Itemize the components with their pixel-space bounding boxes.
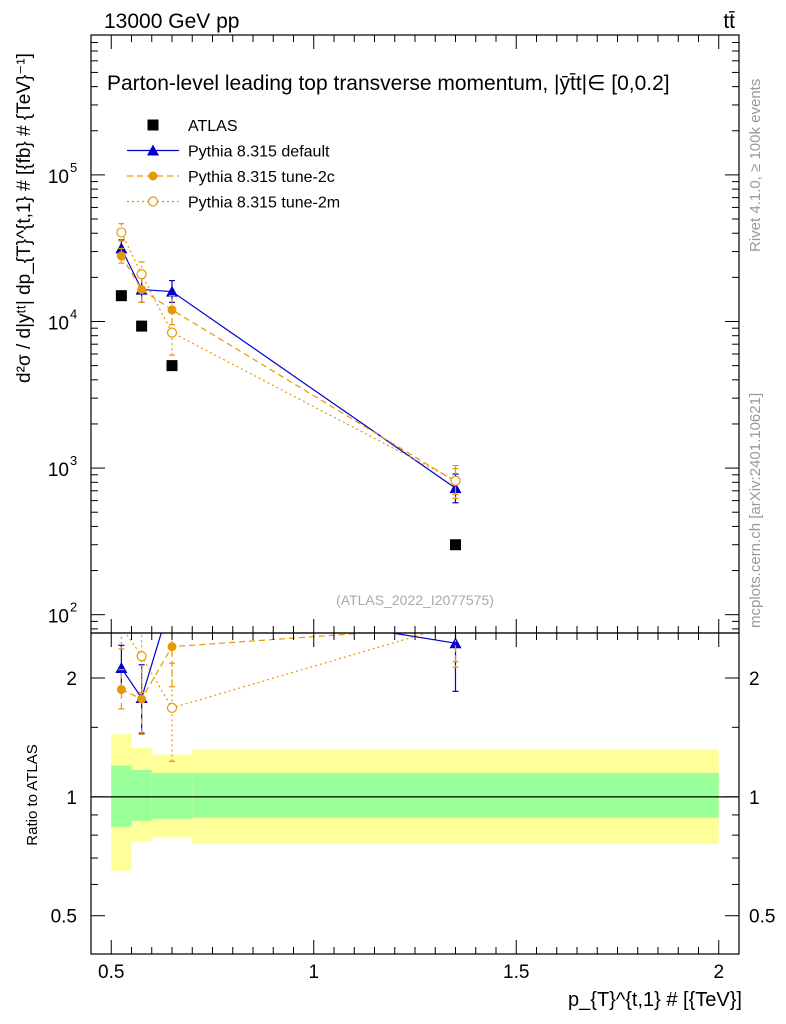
legend-label: ATLAS xyxy=(188,118,238,135)
series-atlas xyxy=(115,290,461,551)
process-label: tt̄ xyxy=(723,10,735,33)
ratio-series-pythia-8-315-tune-2m xyxy=(117,622,459,762)
y-tick-exponent: 3 xyxy=(70,453,77,468)
ratio-y-tick-label: 0.5 xyxy=(51,907,77,928)
ratio-point xyxy=(449,637,462,649)
data-point xyxy=(167,305,177,315)
data-point xyxy=(166,327,178,338)
legend: ATLAS Pythia 8.315 default Pythia 8.315 tu… xyxy=(127,118,340,212)
plot-title: Parton-level leading top transverse mome… xyxy=(107,72,670,95)
y-tick-label: 10 xyxy=(48,460,69,481)
y-tick-exponent: 4 xyxy=(70,306,77,321)
analysis-watermark: (ATLAS_2022_I2077575) xyxy=(336,592,494,608)
data-point xyxy=(166,360,178,372)
x-tick-label: 0.5 xyxy=(98,962,124,983)
ratio-point xyxy=(116,685,126,695)
ratio-line xyxy=(120,633,456,700)
data-point xyxy=(450,475,461,486)
x-axis-title: p_{T}^{t,1} # [{TeV}] xyxy=(568,989,742,1011)
ratio-y-tick-label: 1 xyxy=(66,788,77,809)
y-tick-label: 10 xyxy=(48,167,69,188)
ratio-point xyxy=(166,591,178,602)
data-point xyxy=(136,269,147,280)
legend-label: Pythia 8.315 tune-2c xyxy=(188,169,335,186)
y-tick-label: 10 xyxy=(48,607,69,628)
ratio-point xyxy=(166,702,178,713)
legend-marker xyxy=(148,171,158,181)
data-point xyxy=(116,227,127,238)
ratio-y-tick-label-right: 0.5 xyxy=(749,907,775,928)
ratio-y-tick-label: 2 xyxy=(66,669,77,690)
legend-item-pythia-8-315-default: Pythia 8.315 default xyxy=(127,144,330,161)
legend-label: Pythia 8.315 tune-2m xyxy=(188,195,340,212)
mcplots-label: mcplots.cern.ch [arXiv:2401.10621] xyxy=(747,393,764,628)
ratio-y-tick-label-right: 2 xyxy=(749,669,760,690)
legend-marker xyxy=(147,144,159,156)
inner-band xyxy=(151,772,193,819)
ratio-point xyxy=(115,662,128,674)
ratio-point xyxy=(167,642,177,652)
y-axis-title-ratio: Ratio to ATLAS xyxy=(24,744,41,845)
series-line-pythia-8-315-default xyxy=(120,248,456,489)
legend-label: Pythia 8.315 default xyxy=(188,144,330,161)
x-tick-label: 1.5 xyxy=(503,962,529,983)
energy-label: 13000 GeV pp xyxy=(104,10,239,33)
legend-item-pythia-8-315-tune-2m: Pythia 8.315 tune-2m xyxy=(127,195,340,212)
series-line-pythia-8-315-tune-2m xyxy=(120,232,456,482)
uncertainty-bands xyxy=(111,734,719,871)
y-tick-exponent: 5 xyxy=(70,160,77,175)
y-axis-title-main: d²σ / d|yᵗᵗ| dp_{T}^{t,1} # [{fb} # {TeV… xyxy=(14,53,35,383)
data-point xyxy=(450,539,461,551)
ratio-series-pythia-8-315-tune-2c xyxy=(116,633,459,735)
ratio-point xyxy=(137,694,147,704)
ratio-point xyxy=(117,622,126,631)
data-point xyxy=(115,290,127,302)
series-line-pythia-8-315-tune-2c xyxy=(120,255,456,483)
legend-marker xyxy=(147,196,159,207)
ratio-y-tick-label-right: 1 xyxy=(749,788,760,809)
legend-item-atlas: ATLAS xyxy=(147,118,238,135)
data-point xyxy=(166,285,178,297)
series-pythia-8-315-default xyxy=(115,239,462,504)
data-point xyxy=(116,251,126,261)
data-point xyxy=(136,320,148,332)
inner-band xyxy=(111,765,132,827)
legend-marker xyxy=(147,119,159,131)
x-tick-label: 1 xyxy=(308,962,319,983)
ratio-line xyxy=(125,633,430,709)
series-pythia-8-315-tune-2m xyxy=(116,223,461,500)
x-tick-label: 2 xyxy=(713,962,724,983)
ratio-point xyxy=(136,651,147,662)
ratio-panel: 0.5 1 1.5 2 0.5 0.5 1 1 2 2 xyxy=(51,591,775,983)
inner-band xyxy=(131,769,152,821)
inner-band xyxy=(192,772,719,818)
series-pythia-8-315-tune-2c xyxy=(116,247,460,496)
legend-item-pythia-8-315-tune-2c: Pythia 8.315 tune-2c xyxy=(127,169,335,186)
y-tick-label: 10 xyxy=(48,313,69,334)
y-tick-exponent: 2 xyxy=(70,600,77,615)
rivet-version-label: Rivet 4.1.0, ≥ 100k events xyxy=(747,79,764,252)
